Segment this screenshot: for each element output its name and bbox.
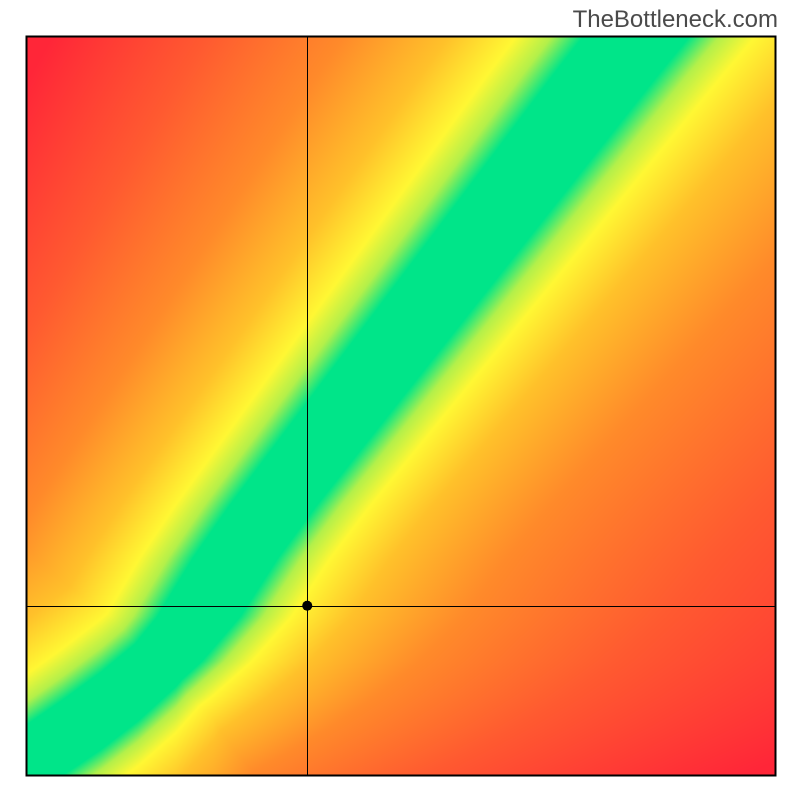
- watermark-text: TheBottleneck.com: [573, 6, 778, 34]
- heatmap-canvas: [0, 0, 800, 800]
- bottleneck-heatmap-figure: TheBottleneck.com: [0, 0, 800, 800]
